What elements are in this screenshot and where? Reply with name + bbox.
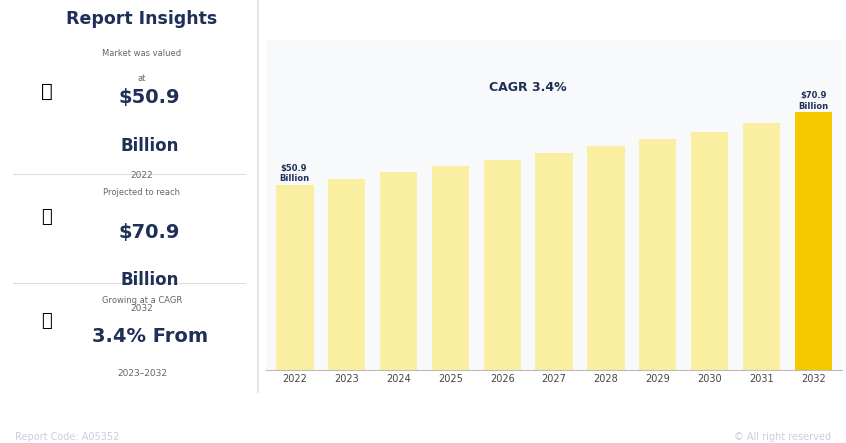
Text: 💰: 💰 [41, 82, 52, 101]
Text: Growing at a CAGR: Growing at a CAGR [102, 296, 182, 305]
Text: 💎: 💎 [41, 208, 52, 226]
Text: CAGR 3.4%: CAGR 3.4% [489, 81, 567, 94]
Text: Report Insights: Report Insights [66, 10, 217, 28]
Text: 2023–2032: 2023–2032 [117, 369, 167, 377]
Bar [691, 132, 728, 370]
Text: Billion: Billion [120, 137, 179, 155]
Text: $50.9: $50.9 [119, 88, 180, 107]
Bar [794, 112, 832, 370]
Bar [743, 123, 780, 370]
Bar [484, 160, 521, 370]
Text: Projected to reach: Projected to reach [103, 188, 180, 197]
Text: 3.4% From: 3.4% From [91, 327, 208, 346]
Bar [536, 153, 573, 370]
Text: © All right reserved: © All right reserved [733, 432, 831, 442]
Text: Market was valued: Market was valued [102, 49, 182, 58]
Bar [380, 172, 417, 370]
Text: at: at [138, 74, 146, 83]
Text: Report Code: A05352: Report Code: A05352 [15, 432, 119, 442]
Text: Allied Market Research: Allied Market Research [686, 406, 831, 416]
Text: $50.9
Billion: $50.9 Billion [279, 164, 309, 183]
Text: Biodiesel Market: Biodiesel Market [15, 406, 120, 416]
Bar [431, 166, 470, 370]
Bar [328, 179, 365, 370]
Text: $70.9
Billion: $70.9 Billion [799, 91, 828, 111]
Bar [587, 146, 624, 370]
Text: $70.9: $70.9 [119, 223, 180, 242]
Text: 2032: 2032 [130, 304, 153, 313]
Bar [277, 185, 314, 370]
Text: 📈: 📈 [41, 312, 52, 330]
Text: 2022: 2022 [130, 171, 153, 179]
Text: Billion: Billion [120, 271, 179, 288]
Bar [639, 140, 677, 370]
